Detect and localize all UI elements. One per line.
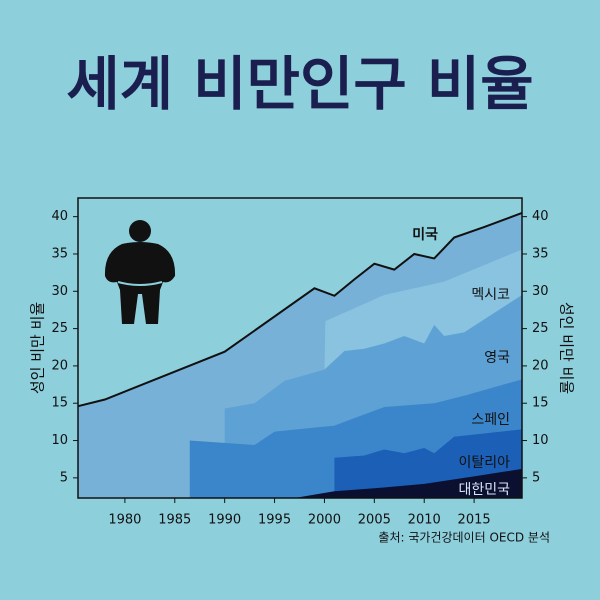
source-note: 출처: 국가건강데이터 OECD 분석 <box>378 531 550 545</box>
person-icon <box>104 220 176 324</box>
x-tick-label: 1990 <box>208 513 241 528</box>
series-label: 대한민국 <box>458 482 510 498</box>
y2-tick-label: 10 <box>532 433 549 448</box>
x-tick-label: 1985 <box>158 513 191 528</box>
y2-tick-label: 35 <box>532 246 549 261</box>
y-tick-label: 10 <box>51 433 68 448</box>
series-label: 미국 <box>412 227 438 243</box>
y-tick-label: 20 <box>51 358 68 373</box>
x-tick-label: 2000 <box>308 513 341 528</box>
y2-axis-label: 성인 비만 비율 <box>558 302 576 394</box>
area <box>294 468 522 498</box>
y-axis-label: 성인 비만 비율 <box>29 302 47 394</box>
x-tick-label: 1980 <box>108 513 141 528</box>
series-label: 이탈리아 <box>458 455 510 471</box>
y-tick-label: 40 <box>51 209 68 224</box>
y-tick-label: 5 <box>60 470 68 485</box>
y-tick-label: 15 <box>51 396 68 411</box>
y-tick-label: 30 <box>51 284 68 299</box>
y2-tick-label: 40 <box>532 209 549 224</box>
x-tick-label: 2010 <box>408 513 441 528</box>
plot-area <box>77 211 523 499</box>
series-label: 멕시코 <box>471 287 510 303</box>
line <box>77 211 523 408</box>
y2-tick-label: 15 <box>532 396 549 411</box>
y2-tick-label: 5 <box>532 470 540 485</box>
y2-tick-label: 30 <box>532 284 549 299</box>
y2-tick-label: 20 <box>532 358 549 373</box>
plot-frame <box>77 197 523 499</box>
y-tick-label: 25 <box>51 321 68 336</box>
y-tick-label: 35 <box>51 246 68 261</box>
x-tick-label: 2015 <box>458 513 491 528</box>
series-label: 스페인 <box>471 412 510 428</box>
x-tick-label: 2005 <box>358 513 391 528</box>
series-label: 영국 <box>484 350 510 366</box>
y2-tick-label: 25 <box>532 321 549 336</box>
chart-title: 세계 비만인구 비율 <box>66 50 533 118</box>
x-tick-label: 1995 <box>258 513 291 528</box>
